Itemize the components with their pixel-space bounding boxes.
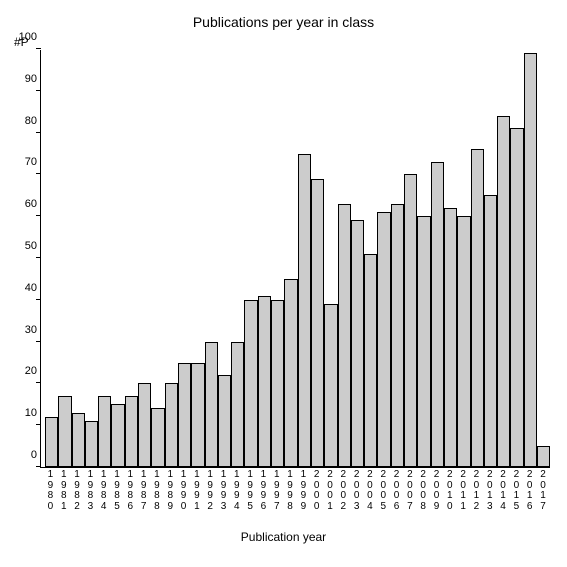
bar [404, 174, 417, 467]
x-tick-label: 1986 [124, 470, 137, 512]
x-tick-label: 1996 [257, 470, 270, 512]
x-tick-label: 1993 [217, 470, 230, 512]
bar [244, 300, 257, 467]
x-tick-label: 1990 [177, 470, 190, 512]
bar [324, 304, 337, 467]
x-tick-label: 1984 [97, 470, 110, 512]
bar [537, 446, 550, 467]
bar [298, 154, 311, 468]
bar [98, 396, 111, 467]
bar [72, 413, 85, 467]
bar [205, 342, 218, 467]
bar [431, 162, 444, 467]
bar [497, 116, 510, 467]
bar [338, 204, 351, 467]
y-tick-label: 50 [7, 240, 41, 252]
x-tick-label: 2002 [337, 470, 350, 512]
bar [444, 208, 457, 467]
bar [258, 296, 271, 467]
y-tick-label: 60 [7, 198, 41, 210]
x-tick-label: 1995 [244, 470, 257, 512]
x-tick-label: 2005 [377, 470, 390, 512]
bar [191, 363, 204, 468]
bar [457, 216, 470, 467]
x-tick-label: 2007 [403, 470, 416, 512]
bar [111, 404, 124, 467]
bar [85, 421, 98, 467]
bars-group [41, 50, 550, 467]
x-tick-label: 1994 [230, 470, 243, 512]
x-tick-label: 2003 [350, 470, 363, 512]
bar [510, 128, 523, 467]
bar [471, 149, 484, 467]
x-tick-label: 2000 [310, 470, 323, 512]
bar [125, 396, 138, 467]
x-tick-label: 1989 [164, 470, 177, 512]
chart-container: Publications per year in class #P 010203… [0, 0, 567, 567]
bar [151, 408, 164, 467]
x-tick-label: 2016 [523, 470, 536, 512]
x-tick-label: 1987 [137, 470, 150, 512]
bar [364, 254, 377, 467]
x-axis-label: Publication year [0, 530, 567, 544]
bar [165, 383, 178, 467]
y-tick-label: 90 [7, 73, 41, 85]
bar [391, 204, 404, 467]
y-tick-label: 80 [7, 115, 41, 127]
x-tick-label: 2010 [443, 470, 456, 512]
bar [178, 363, 191, 468]
bar [231, 342, 244, 467]
bar [218, 375, 231, 467]
x-tick-label: 2008 [417, 470, 430, 512]
x-tick-label: 2015 [510, 470, 523, 512]
x-tick-label: 2014 [497, 470, 510, 512]
x-tick-label: 2006 [390, 470, 403, 512]
x-tick-label: 1980 [44, 470, 57, 512]
x-tick-label: 2009 [430, 470, 443, 512]
y-tick-label: 0 [7, 449, 41, 461]
x-tick-label: 2013 [483, 470, 496, 512]
y-tick-label: 30 [7, 324, 41, 336]
x-tick-label: 1997 [270, 470, 283, 512]
bar [311, 179, 324, 467]
x-tick-label: 2012 [470, 470, 483, 512]
x-tick-label: 1981 [57, 470, 70, 512]
x-ticks: 1980198119821983198419851986198719881989… [40, 470, 550, 512]
bar [351, 220, 364, 467]
y-tick-label: 100 [7, 31, 41, 43]
x-tick-label: 2011 [457, 470, 470, 512]
bar [138, 383, 151, 467]
bar [377, 212, 390, 467]
x-tick-label: 2017 [537, 470, 550, 512]
bar [45, 417, 58, 467]
plot-area: 0102030405060708090100 [40, 50, 550, 468]
x-tick-label: 1991 [190, 470, 203, 512]
chart-title: Publications per year in class [0, 14, 567, 30]
x-tick-label: 1999 [297, 470, 310, 512]
x-tick-label: 1992 [204, 470, 217, 512]
y-tick-label: 40 [7, 282, 41, 294]
y-tick-label: 20 [7, 365, 41, 377]
x-tick-label: 1982 [71, 470, 84, 512]
x-tick-label: 2001 [324, 470, 337, 512]
x-tick-label: 1988 [151, 470, 164, 512]
bar [417, 216, 430, 467]
y-tick-label: 10 [7, 407, 41, 419]
x-tick-label: 1983 [84, 470, 97, 512]
y-tick-mark [36, 48, 41, 49]
bar [271, 300, 284, 467]
bar [58, 396, 71, 467]
bar [484, 195, 497, 467]
bar [524, 53, 537, 467]
y-tick-label: 70 [7, 156, 41, 168]
bar [284, 279, 297, 467]
x-tick-label: 1998 [284, 470, 297, 512]
x-tick-label: 1985 [111, 470, 124, 512]
x-tick-label: 2004 [364, 470, 377, 512]
